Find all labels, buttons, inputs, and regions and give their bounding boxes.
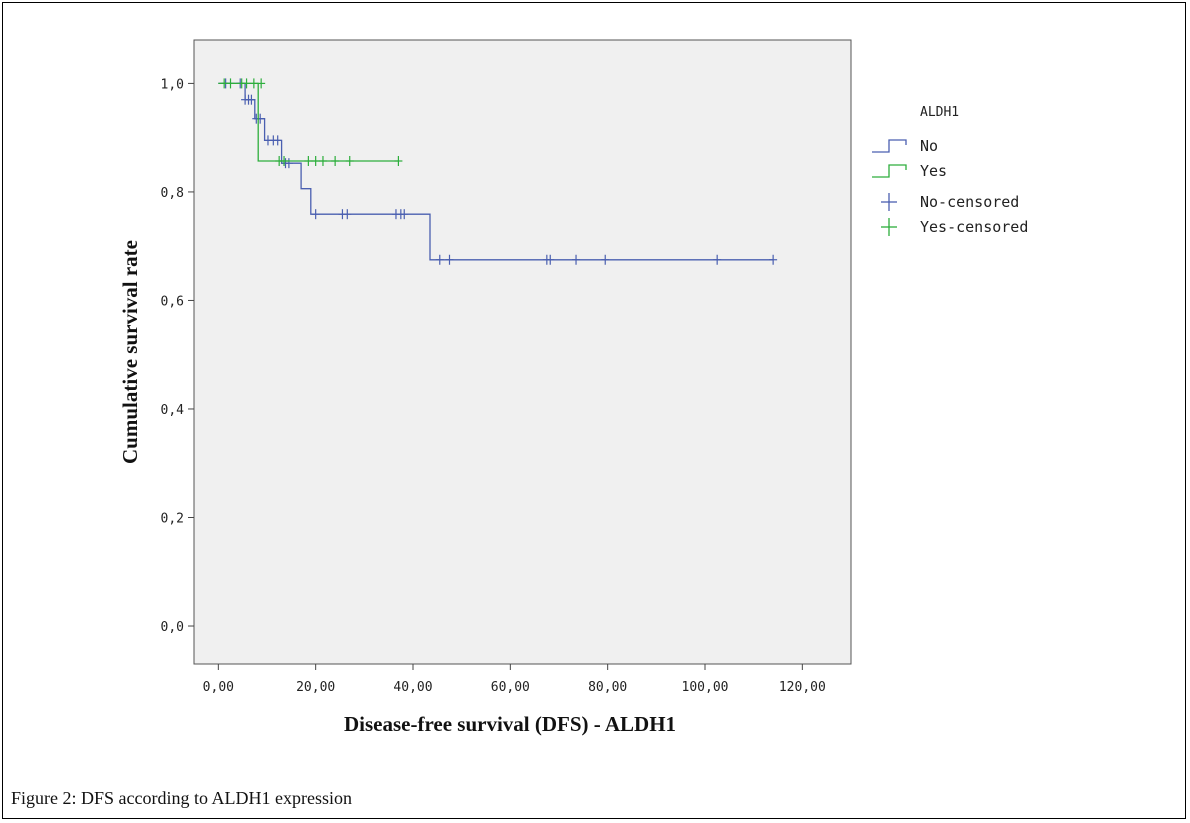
x-tick-label: 60,00 [491, 680, 530, 695]
y-tick-label: 0,2 [161, 511, 184, 526]
y-tick-label: 0,0 [161, 620, 184, 635]
censored-mark-yes [318, 156, 327, 167]
censored-mark-no [601, 254, 610, 265]
y-tick-label: 1,0 [161, 77, 184, 92]
legend-label: No-censored [920, 193, 1019, 211]
x-tick-label: 20,00 [296, 680, 335, 695]
y-axis-title: Cumulative survival rate [118, 240, 142, 464]
censored-mark-no [572, 254, 581, 265]
legend-item: Yes-censored [881, 218, 1028, 236]
x-tick-label: 0,00 [203, 680, 234, 695]
censored-mark-no [284, 158, 293, 169]
legend: ALDH1 No Yes No-censored Yes-censored [872, 105, 1028, 236]
legend-censored-icon [881, 193, 897, 211]
x-tick-label: 100,00 [682, 680, 729, 695]
censored-mark-no [546, 254, 555, 265]
censored-mark-no [435, 254, 444, 265]
series-yes [218, 78, 403, 167]
censored-mark-yes [280, 156, 289, 167]
censored-mark-yes [394, 156, 403, 167]
censored-mark-yes [249, 78, 258, 89]
series-layer [218, 78, 778, 265]
censored-mark-no [343, 209, 352, 220]
y-tick-label: 0,4 [161, 403, 185, 418]
legend-label: No [920, 137, 938, 155]
x-axis: 0,00 20,00 40,00 60,00 80,00 100,00 120,00 [203, 664, 826, 695]
censored-mark-no [445, 254, 454, 265]
censored-mark-no [713, 254, 722, 265]
censored-mark-yes [311, 156, 320, 167]
censored-mark-yes [331, 156, 340, 167]
y-axis: 0,0 0,2 0,4 0,6 0,8 1,0 [161, 77, 194, 635]
legend-item: No-censored [881, 193, 1019, 211]
censored-mark-yes [345, 156, 354, 167]
censored-mark-yes [257, 78, 266, 89]
legend-item: Yes [872, 162, 947, 180]
censored-mark-yes [242, 78, 251, 89]
plot-area [193, 39, 852, 665]
legend-label: Yes-censored [920, 218, 1028, 236]
legend-censored-icon [881, 218, 897, 236]
legend-step-icon [872, 139, 907, 153]
figure-caption: Figure 2: DFS according to ALDH1 express… [11, 788, 352, 808]
x-axis-title: Disease-free survival (DFS) - ALDH1 [344, 712, 676, 736]
legend-label: Yes [920, 162, 947, 180]
censored-mark-yes [226, 78, 235, 89]
y-tick-label: 0,8 [161, 186, 184, 201]
censored-mark-no [273, 135, 282, 146]
legend-title: ALDH1 [920, 105, 959, 120]
y-tick-label: 0,6 [161, 294, 184, 309]
legend-item: No [872, 137, 938, 155]
x-tick-label: 120,00 [779, 680, 826, 695]
censored-mark-yes [304, 156, 313, 167]
censored-mark-no [400, 209, 409, 220]
x-tick-label: 40,00 [393, 680, 432, 695]
km-chart: 0,00 20,00 40,00 60,00 80,00 100,00 120,00 0,0… [118, 39, 1028, 736]
censored-mark-no [256, 113, 265, 124]
censored-mark-no [247, 94, 256, 105]
legend-step-icon [872, 164, 907, 178]
x-tick-label: 80,00 [588, 680, 627, 695]
censored-mark-no [311, 209, 320, 220]
censored-mark-no [769, 254, 778, 265]
series-no [218, 78, 778, 265]
